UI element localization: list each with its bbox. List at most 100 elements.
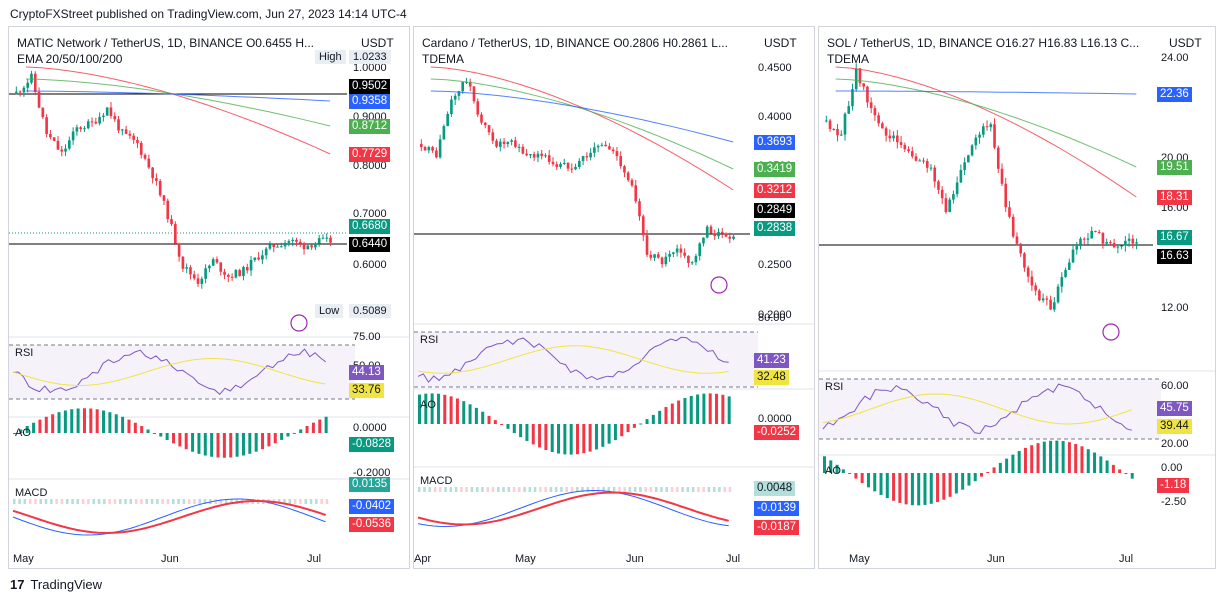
candle-body — [502, 141, 506, 144]
lightning-icon — [710, 276, 728, 294]
candle-body — [1116, 246, 1120, 248]
price-badge: 16.67 — [1157, 230, 1192, 245]
candle-body — [257, 257, 260, 260]
macd-histogram-bar — [639, 487, 642, 492]
macd-histogram-bar — [454, 487, 458, 492]
ada-chart-title: Cardano / TetherUS, 1D, BINANCE O0.2806 … — [422, 36, 728, 50]
candle-body — [476, 101, 480, 115]
macd-title: MACD — [420, 475, 453, 487]
ao-bar — [133, 422, 137, 433]
candle-body — [261, 255, 264, 260]
candle-body — [314, 243, 317, 248]
macd-histogram-bar — [134, 499, 138, 504]
candle-body — [540, 153, 544, 157]
candle-body — [866, 86, 869, 103]
ao-level-label: -2.50 — [1161, 496, 1187, 508]
ao-bar — [229, 433, 233, 458]
candle-body — [204, 268, 207, 279]
price-tick-label: 24.00 — [1161, 52, 1189, 64]
matic-chart-panel[interactable]: MATIC Network / TetherUS, 1D, BINANCE O0… — [8, 26, 410, 569]
candle-body — [896, 135, 899, 143]
candle-body — [1056, 286, 1060, 303]
candle-body — [158, 180, 162, 196]
rsi-signal-line — [417, 345, 729, 374]
macd-histogram-bar — [707, 487, 711, 492]
sol-chart-panel[interactable]: SOL / TetherUS, 1D, BINANCE O16.27 H16.8… — [818, 26, 1216, 569]
macd-histogram-bar — [315, 499, 318, 504]
macd-histogram-bar — [533, 487, 537, 492]
candle-body — [559, 163, 562, 167]
price-tick-label: 0.8000 — [353, 160, 387, 172]
ao-bar — [146, 429, 150, 433]
candle-body — [929, 167, 933, 169]
tradingview-footer[interactable]: 17 TradingView — [10, 577, 102, 592]
candle-body — [317, 238, 321, 244]
candle-body — [480, 114, 483, 123]
ao-bar — [1049, 440, 1053, 473]
candle-body — [974, 137, 978, 146]
ao-bar — [51, 414, 55, 433]
chart-canvas — [414, 66, 814, 528]
ao-bar — [57, 412, 61, 433]
candle-body — [242, 267, 245, 277]
macd-histogram-bar — [92, 499, 95, 504]
ao-bar — [1042, 441, 1046, 473]
ao-bar — [594, 424, 598, 450]
candle-body — [858, 68, 862, 84]
ao-bar — [866, 473, 870, 488]
macd-histogram-bar — [560, 487, 563, 492]
candle-body — [295, 239, 298, 242]
macd-histogram-bar — [325, 499, 329, 504]
ada-unit-label: USDT — [764, 36, 797, 50]
lightning-icon — [290, 314, 308, 332]
macd-histogram-bar — [581, 487, 584, 492]
candle-body — [329, 237, 332, 243]
ao-bar — [216, 433, 220, 458]
macd-histogram-bar — [219, 499, 223, 504]
rsi-value-badge: 32.48 — [754, 370, 789, 385]
macd-value-badge: -0.0187 — [754, 520, 800, 535]
ao-bar — [481, 411, 485, 424]
rsi-title: RSI — [15, 347, 34, 359]
time-axis-label: Jul — [1119, 553, 1134, 565]
candle-body — [611, 149, 615, 152]
ao-bar — [689, 395, 693, 424]
rsi-level-label: 20.00 — [1161, 438, 1189, 450]
macd-histogram-bar — [119, 499, 122, 504]
macd-histogram-bar — [691, 487, 695, 492]
ao-bar — [980, 473, 983, 477]
candle-body — [446, 113, 449, 127]
ema-line — [430, 66, 734, 191]
candle-body — [45, 117, 48, 135]
candle-body — [555, 164, 559, 167]
candle-body — [619, 156, 623, 167]
macd-histogram-bar — [597, 487, 600, 492]
price-badge: 0.7729 — [349, 147, 391, 162]
candle-body — [978, 134, 981, 138]
candle-body — [26, 82, 30, 88]
ao-bar — [474, 407, 478, 424]
ao-bar — [626, 424, 630, 433]
macd-histogram-bar — [50, 499, 53, 504]
ada-chart-panel[interactable]: Cardano / TetherUS, 1D, BINANCE O0.2806 … — [413, 26, 815, 569]
macd-histogram-bar — [649, 487, 653, 492]
candle-body — [922, 160, 925, 162]
candle-body — [1127, 238, 1131, 241]
macd-histogram-bar — [449, 487, 453, 492]
ao-bar — [25, 426, 29, 433]
macd-histogram-bar — [465, 487, 468, 492]
candle-body — [996, 147, 1000, 169]
candle-body — [888, 135, 892, 139]
rsi-level-label: 75.00 — [353, 331, 381, 343]
macd-histogram-bar — [76, 499, 80, 504]
ao-bar — [292, 432, 296, 434]
candle-body — [854, 68, 858, 90]
time-axis-label: May — [515, 553, 536, 565]
candle-body — [1124, 240, 1127, 246]
ao-bar — [455, 398, 459, 424]
ao-bar — [531, 424, 535, 445]
ao-bar — [324, 416, 328, 433]
candle-body — [660, 257, 664, 265]
ema-line — [430, 78, 734, 170]
candle-body — [438, 139, 442, 158]
